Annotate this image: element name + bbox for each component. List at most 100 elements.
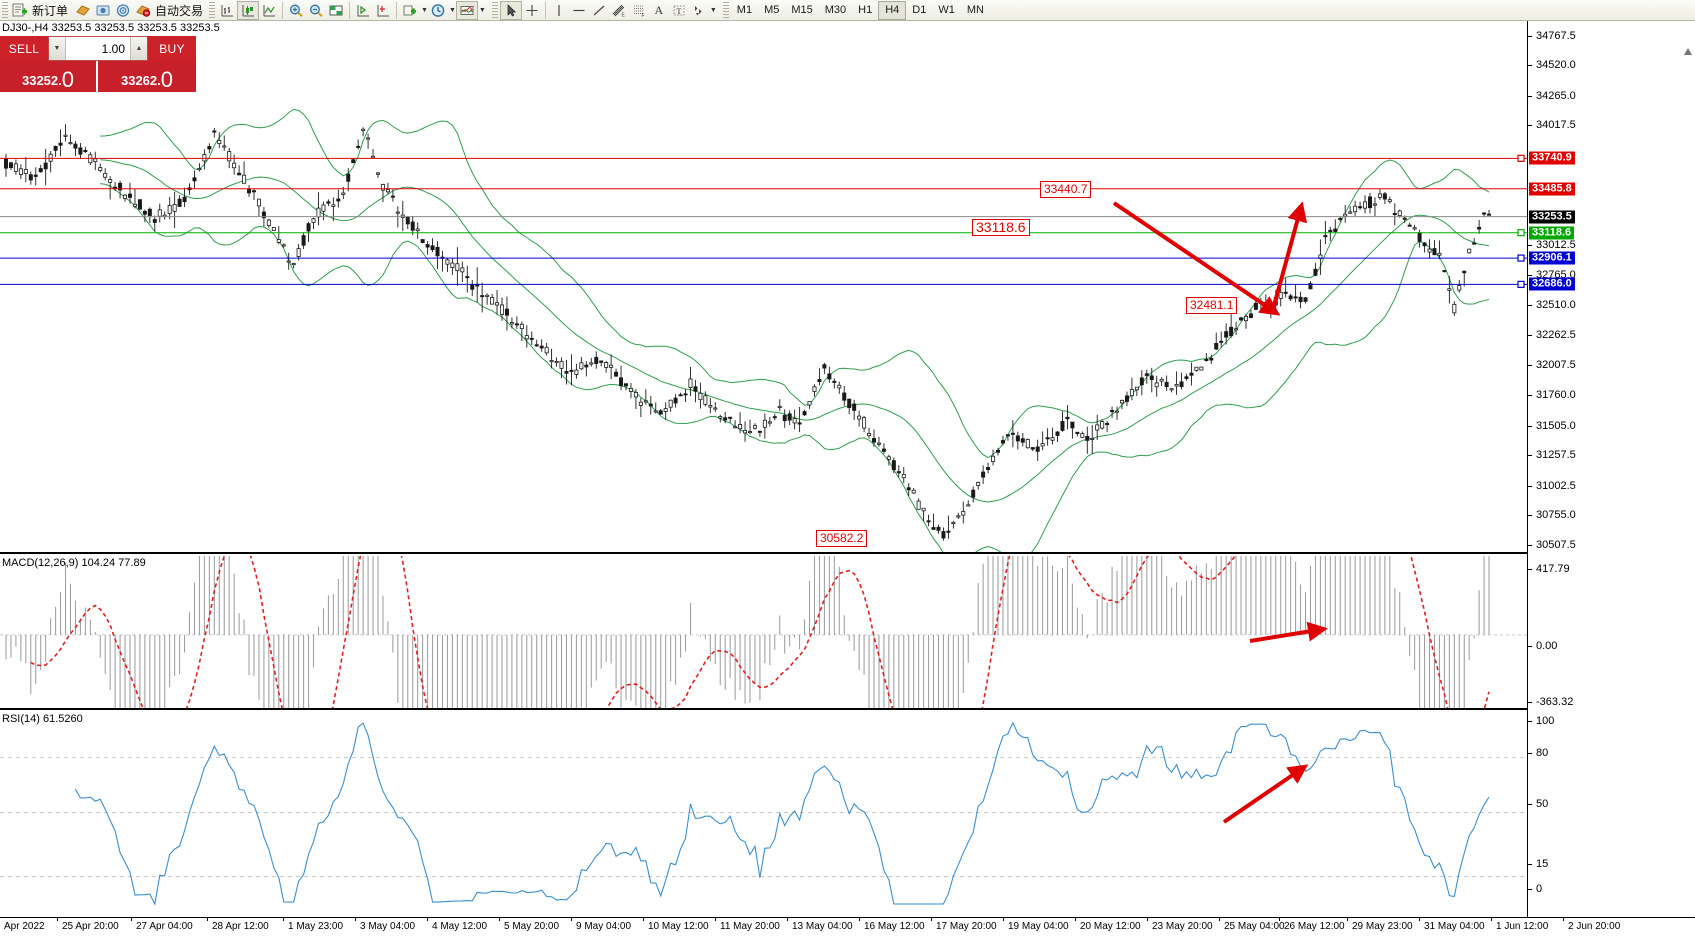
- bar-chart-icon[interactable]: [217, 1, 237, 20]
- chart-tile-icon[interactable]: [326, 1, 346, 20]
- indicators-dropdown-icon[interactable]: ▼: [478, 6, 486, 14]
- shapes-icon[interactable]: [689, 1, 709, 20]
- text-label-icon[interactable]: T: [669, 1, 689, 20]
- price-level-label-support-green[interactable]: 33118.6: [1529, 226, 1575, 240]
- price-level-label-resistance[interactable]: 33485.8: [1529, 182, 1575, 196]
- price-axis[interactable]: 34767.5 34520.0 34265.0 34017.5 33012.5 32765…: [1527, 21, 1695, 917]
- main-toolbar: 新订单 自动交易: [0, 0, 1695, 21]
- buy-button[interactable]: BUY: [148, 36, 196, 61]
- symbol-title: DJ30-,H4 33253.5 33253.5 33253.5 33253.5: [2, 22, 220, 34]
- new-order-label[interactable]: 新订单: [32, 3, 69, 18]
- navigator-icon[interactable]: [93, 1, 113, 20]
- zoom-in-icon[interactable]: [286, 1, 306, 20]
- shapes-dropdown-icon[interactable]: ▼: [709, 6, 717, 14]
- equidistant-channel-icon[interactable]: E: [609, 1, 629, 20]
- horizontal-line-icon[interactable]: [569, 1, 589, 20]
- price-tick: 31002.5: [1528, 479, 1576, 492]
- auto-trading-icon[interactable]: [133, 1, 153, 20]
- rsi-pane[interactable]: RSI(14) 61.5260: [0, 712, 1527, 917]
- timeframe-m5[interactable]: M5: [764, 4, 780, 16]
- svg-text:E: E: [621, 12, 625, 18]
- zoom-out-icon[interactable]: [306, 1, 326, 20]
- timeframe-m15[interactable]: M15: [791, 4, 813, 16]
- time-tick: 29 May 23:00: [1347, 917, 1413, 932]
- timeframe-m30[interactable]: M30: [824, 4, 847, 16]
- timeframe-h1[interactable]: H1: [858, 4, 873, 16]
- one-click-trading-panel[interactable]: SELL ▼ 1.00 ▲ BUY 33252. 0 33262. 0: [0, 36, 196, 92]
- text-icon[interactable]: A: [654, 2, 664, 17]
- timeframe-mn[interactable]: MN: [966, 4, 984, 16]
- candlestick-chart-icon[interactable]: [237, 0, 260, 20]
- buy-price[interactable]: 33262. 0: [98, 61, 196, 92]
- chart-scroll-arrow[interactable]: [1683, 43, 1693, 55]
- toolbar-grip-2[interactable]: [209, 1, 216, 19]
- time-tick: 17 May 20:00: [931, 917, 997, 932]
- macd-title: MACD(12,26,9) 104.24 77.89: [2, 557, 146, 569]
- time-tick: 3 May 04:00: [354, 917, 416, 932]
- time-tick: 4 May 12:00: [426, 917, 488, 932]
- rsi-chart-svg: [0, 721, 1527, 906]
- time-tick: 16 May 12:00: [859, 917, 925, 932]
- data-window-icon[interactable]: [113, 1, 133, 20]
- auto-scroll-icon[interactable]: [373, 1, 393, 20]
- trendline-icon[interactable]: [589, 1, 609, 20]
- macd-tick: -363.32: [1527, 696, 1574, 708]
- time-tick: 9 May 04:00: [570, 917, 632, 932]
- timeframe-d1[interactable]: D1: [912, 4, 927, 16]
- price-level-label-resistance[interactable]: 33740.9: [1529, 151, 1575, 165]
- toolbar-grip-4[interactable]: [722, 1, 729, 19]
- annotation-33118[interactable]: 33118.6: [972, 219, 1030, 236]
- vertical-line-icon[interactable]: [549, 1, 569, 20]
- auto-trading-label[interactable]: 自动交易: [155, 3, 204, 18]
- add-object-dropdown-icon[interactable]: ▼: [421, 6, 428, 14]
- rsi-tick: 100: [1527, 715, 1555, 727]
- sell-button[interactable]: SELL: [0, 36, 48, 61]
- svg-text:F: F: [641, 13, 644, 18]
- volume-value[interactable]: 1.00: [101, 41, 125, 56]
- price-tick: 30755.0: [1528, 509, 1576, 522]
- price-tick: 34520.0: [1528, 59, 1576, 72]
- cursor-icon[interactable]: [499, 0, 522, 20]
- annotation-30582[interactable]: 30582.2: [816, 530, 868, 547]
- chart-shift-icon[interactable]: [353, 1, 373, 20]
- price-pane[interactable]: DJ30-,H4 33253.5 33253.5 33253.5 33253.5…: [0, 21, 1527, 554]
- volume-stepper[interactable]: ▼ 1.00 ▲: [48, 36, 148, 61]
- chart-container[interactable]: DJ30-,H4 33253.5 33253.5 33253.5 33253.5…: [0, 21, 1695, 938]
- time-tick: 25 May 04:00: [1219, 917, 1285, 932]
- svg-text:T: T: [676, 7, 681, 16]
- annotation-33440[interactable]: 33440.7: [1040, 181, 1092, 198]
- time-tick: 23 May 20:00: [1147, 917, 1213, 932]
- rsi-tick: 50: [1527, 798, 1549, 810]
- toolbar-grip-3[interactable]: [491, 1, 498, 19]
- new-order-icon[interactable]: [10, 1, 30, 20]
- volume-down-button[interactable]: ▼: [49, 37, 66, 60]
- timeframe-w1[interactable]: W1: [938, 4, 955, 16]
- fibonacci-icon[interactable]: F: [629, 1, 649, 20]
- macd-pane[interactable]: MACD(12,26,9) 104.24 77.89: [0, 556, 1527, 710]
- add-object-icon[interactable]: [400, 1, 420, 20]
- price-tick: 32262.5: [1528, 329, 1576, 341]
- line-chart-icon[interactable]: [259, 1, 279, 20]
- time-tick: 19 May 04:00: [1003, 917, 1069, 932]
- clock-icon[interactable]: [428, 1, 448, 20]
- indicators-icon[interactable]: [455, 0, 478, 20]
- price-level-label-last-price[interactable]: 33253.5: [1529, 210, 1575, 224]
- price-tick: 31760.0: [1528, 389, 1576, 402]
- timeframe-m1[interactable]: M1: [736, 4, 753, 16]
- timeframe-h4[interactable]: H4: [878, 0, 907, 20]
- time-tick: 5 May 20:00: [498, 917, 560, 932]
- price-level-label-support-blue[interactable]: 32686.0: [1529, 277, 1575, 291]
- time-tick: 31 May 04:00: [1419, 917, 1485, 932]
- toolbar-grip[interactable]: [2, 1, 8, 19]
- time-tick: 25 Apr 20:00: [57, 917, 119, 932]
- time-axis[interactable]: Apr 2022 25 Apr 20:00 27 Apr 04:00 28 Apr 1…: [0, 917, 1695, 938]
- crosshair-tool-icon[interactable]: [522, 1, 542, 20]
- buy-price-dot: .: [157, 73, 161, 88]
- annotation-32481[interactable]: 32481.1: [1186, 297, 1238, 314]
- price-tick: 34767.5: [1528, 29, 1576, 42]
- volume-up-button[interactable]: ▲: [130, 37, 147, 60]
- clock-dropdown-icon[interactable]: ▼: [448, 6, 456, 14]
- expert-advisors-icon[interactable]: [73, 1, 93, 20]
- sell-price[interactable]: 33252. 0: [0, 61, 98, 92]
- price-level-label-support-blue[interactable]: 32906.1: [1529, 251, 1575, 265]
